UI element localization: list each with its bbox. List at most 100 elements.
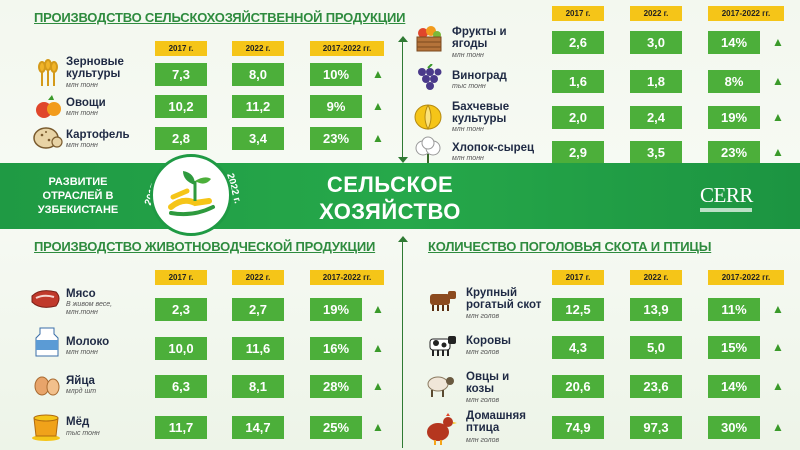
melon-icon <box>414 104 442 131</box>
divider-arrow-top <box>398 236 408 242</box>
crop-growth-grain: 10% <box>310 63 362 86</box>
logo-underline <box>700 208 752 212</box>
growth-arrow-icon: ▲ <box>372 67 384 81</box>
crop-header-2022: 2022 г. <box>232 41 284 56</box>
growth-arrow-icon: ▲ <box>772 340 784 354</box>
divider <box>402 40 403 160</box>
growth-arrow-icon: ▲ <box>772 35 784 49</box>
banner-subtitle: РАЗВИТИЕ ОТРАСЛЕЙ В УЗБЕКИСТАНЕ <box>37 176 119 216</box>
lp-label-honey: Мёд <box>66 416 90 428</box>
lp-value-2022-meat: 2,7 <box>232 298 284 321</box>
growth-arrow-icon: ▲ <box>772 145 784 159</box>
lc-header-period: 2017-2022 гг. <box>708 270 784 285</box>
lp-label-meat: Мясо <box>66 288 96 300</box>
lc-label-cows: Коровы <box>466 335 511 347</box>
lp-unit-honey: тыс тонн <box>66 430 100 437</box>
crop2-growth-grapes: 8% <box>708 70 760 93</box>
lc-value-2022-cows: 5,0 <box>630 336 682 359</box>
lc-value-2022-sheep: 23,6 <box>630 375 682 398</box>
lp-value-2017-honey: 11,7 <box>155 416 207 439</box>
eggs-icon <box>34 376 60 396</box>
crop2-value-2022-grapes: 1,8 <box>630 70 682 93</box>
crop-value-2022-vegetables: 11,2 <box>232 95 284 118</box>
growth-arrow-icon: ▲ <box>772 420 784 434</box>
lp-header-2022: 2022 г. <box>232 270 284 285</box>
cotton-icon <box>415 136 441 163</box>
lc-value-2017-sheep: 20,6 <box>552 375 604 398</box>
crop-growth-potato: 23% <box>310 127 362 150</box>
meat-icon <box>31 290 60 308</box>
growth-arrow-icon: ▲ <box>372 379 384 393</box>
potato-icon <box>33 127 63 149</box>
crop2-unit-cotton: млн тонн <box>452 155 484 162</box>
lc-unit-sheep: млн голов <box>466 397 500 404</box>
crop2-unit-fruits: млн тонн <box>452 52 484 59</box>
crop-unit-potato: млн тонн <box>66 142 98 149</box>
growth-arrow-icon: ▲ <box>772 110 784 124</box>
crop2-label-grapes: Виноград <box>452 70 507 82</box>
sprout-emblem <box>150 154 232 236</box>
lc-value-2022-cattle: 13,9 <box>630 298 682 321</box>
crop2-header-2017: 2017 г. <box>552 6 604 21</box>
lc-unit-cattle: млн голов <box>466 313 500 320</box>
lc-header-2022: 2022 г. <box>630 270 682 285</box>
crop-header-2017: 2017 г. <box>155 41 207 56</box>
crop-value-2017-potato: 2,8 <box>155 127 207 150</box>
crop2-label-melons: Бахчевые культуры <box>452 101 510 125</box>
livestock-count-title: КОЛИЧЕСТВО ПОГОЛОВЬЯ СКОТА И ПТИЦЫ <box>428 239 712 254</box>
crop2-value-2022-fruits: 3,0 <box>630 31 682 54</box>
cow-icon <box>429 336 456 356</box>
crop2-growth-melons: 19% <box>708 106 760 129</box>
divider-arrow-bottom <box>398 157 408 163</box>
crop2-growth-fruits: 14% <box>708 31 760 54</box>
lp-value-2022-honey: 14,7 <box>232 416 284 439</box>
growth-arrow-icon: ▲ <box>372 302 384 316</box>
title-line-1: СЕЛЬСКОЕ <box>326 172 454 197</box>
lc-growth-sheep: 14% <box>708 375 760 398</box>
cerr-logo: CERR <box>700 183 753 207</box>
cattle-icon <box>430 291 456 311</box>
lp-growth-honey: 25% <box>310 416 362 439</box>
lp-value-2022-eggs: 8,1 <box>232 375 284 398</box>
growth-arrow-icon: ▲ <box>372 341 384 355</box>
crop2-unit-melons: млн тонн <box>452 126 484 133</box>
lc-unit-cows: млн голов <box>466 349 500 356</box>
lp-unit-eggs: млрд шт <box>66 388 97 395</box>
lp-header-2017: 2017 г. <box>155 270 207 285</box>
lp-value-2022-milk: 11,6 <box>232 337 284 360</box>
lp-value-2017-eggs: 6,3 <box>155 375 207 398</box>
crop-value-2017-vegetables: 10,2 <box>155 95 207 118</box>
growth-arrow-icon: ▲ <box>372 131 384 145</box>
crop-label-vegetables: Овощи <box>66 97 106 109</box>
crop2-label-fruits: Фрукты и ягоды <box>452 26 507 50</box>
lc-value-2022-poultry: 97,3 <box>630 416 682 439</box>
crop2-value-2022-melons: 2,4 <box>630 106 682 129</box>
crop2-value-2017-cotton: 2,9 <box>552 141 604 164</box>
divider-arrow-top <box>398 36 408 42</box>
crop2-value-2022-cotton: 3,5 <box>630 141 682 164</box>
crop-label-grain: Зерновые культуры <box>66 56 124 80</box>
crop-section-title: ПРОИЗВОДСТВО СЕЛЬСКОХОЗЯЙСТВЕННОЙ ПРОДУК… <box>34 10 406 25</box>
lp-value-2017-milk: 10,0 <box>155 337 207 360</box>
lc-value-2017-poultry: 74,9 <box>552 416 604 439</box>
wheat-icon <box>38 59 58 86</box>
lc-header-2017: 2017 г. <box>552 270 604 285</box>
lc-value-2017-cows: 4,3 <box>552 336 604 359</box>
crop2-value-2017-melons: 2,0 <box>552 106 604 129</box>
crop-label-potato: Картофель <box>66 129 130 141</box>
lp-growth-meat: 19% <box>310 298 362 321</box>
banner: РАЗВИТИЕ ОТРАСЛЕЙ В УЗБЕКИСТАНЕ 2017 г. … <box>0 163 800 229</box>
growth-arrow-icon: ▲ <box>772 74 784 88</box>
crop-header-period: 2017-2022 гг. <box>310 41 384 56</box>
crop2-unit-grapes: тыс тонн <box>452 83 486 90</box>
crop-value-2022-potato: 3,4 <box>232 127 284 150</box>
honey-icon <box>32 414 60 441</box>
chicken-icon <box>427 413 457 445</box>
grapes-icon <box>418 64 442 90</box>
crop2-value-2017-grapes: 1,6 <box>552 70 604 93</box>
lp-header-period: 2017-2022 гг. <box>310 270 384 285</box>
growth-arrow-icon: ▲ <box>772 302 784 316</box>
lp-label-milk: Молоко <box>66 336 110 348</box>
lp-label-eggs: Яйца <box>66 375 95 387</box>
livestock-prod-title: ПРОИЗВОДСТВО ЖИВОТНОВОДЧЕСКОЙ ПРОДУКЦИИ <box>34 239 376 254</box>
